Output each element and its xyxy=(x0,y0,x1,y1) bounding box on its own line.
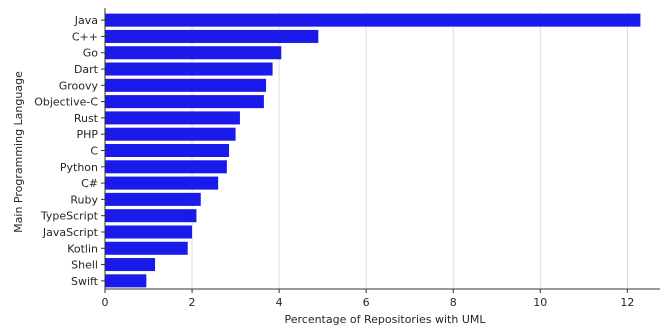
y-tick-label: Groovy xyxy=(59,79,99,92)
x-tick-label: 4 xyxy=(276,296,283,309)
y-tick-label: Rust xyxy=(74,112,99,125)
y-tick-label: Shell xyxy=(71,259,98,272)
y-tick-label: Kotlin xyxy=(67,242,98,255)
bar-dart xyxy=(105,62,273,76)
y-tick-label: PHP xyxy=(76,128,98,141)
y-tick-label: Objective-C xyxy=(34,96,98,109)
bar-c xyxy=(105,143,230,158)
bar-shell xyxy=(105,258,156,272)
y-tick-label: Dart xyxy=(74,63,99,76)
y-tick-label: Java xyxy=(74,14,98,27)
x-tick-label: 8 xyxy=(450,296,457,309)
x-axis-label: Percentage of Repositories with UML xyxy=(284,313,486,325)
bar-go xyxy=(105,46,282,60)
bar-javascript xyxy=(105,225,193,239)
bar-python xyxy=(105,160,227,174)
x-ticks: 0 2 4 6 8 10 12 xyxy=(102,289,634,309)
y-tick-label: Python xyxy=(60,161,98,174)
y-tick-label: TypeScript xyxy=(40,210,99,223)
y-tick-label: C xyxy=(90,145,98,158)
y-tick-label: C# xyxy=(81,177,98,190)
bar-php xyxy=(105,127,236,141)
bar-java xyxy=(105,13,641,27)
y-axis-label: Main Programming Language xyxy=(12,71,25,233)
bar-c- xyxy=(105,29,319,43)
y-tick-label: Ruby xyxy=(70,193,98,206)
y-tick-label: Go xyxy=(83,47,99,60)
y-tick-label: C++ xyxy=(72,30,98,43)
bar-c- xyxy=(105,176,219,190)
x-tick-label: 6 xyxy=(363,296,370,309)
axis-spines xyxy=(104,8,660,290)
y-ticks: Java C++ Go Dart Groovy Objective-C Rust PHP C Py… xyxy=(34,14,105,288)
y-tick-label: Swift xyxy=(71,275,99,288)
bar-objective-c xyxy=(105,95,264,109)
x-tick-label: 10 xyxy=(533,296,547,309)
bar-groovy xyxy=(105,78,267,92)
bar-rust xyxy=(105,111,240,125)
bar-kotlin xyxy=(105,241,188,255)
bars xyxy=(105,13,641,288)
bar-swift xyxy=(105,274,147,288)
y-tick-label: JavaScript xyxy=(42,226,99,239)
x-tick-label: 2 xyxy=(189,296,196,309)
bar-ruby xyxy=(105,192,201,206)
bar-typescript xyxy=(105,209,197,223)
x-tick-label: 0 xyxy=(102,296,109,309)
x-tick-label: 12 xyxy=(620,296,634,309)
